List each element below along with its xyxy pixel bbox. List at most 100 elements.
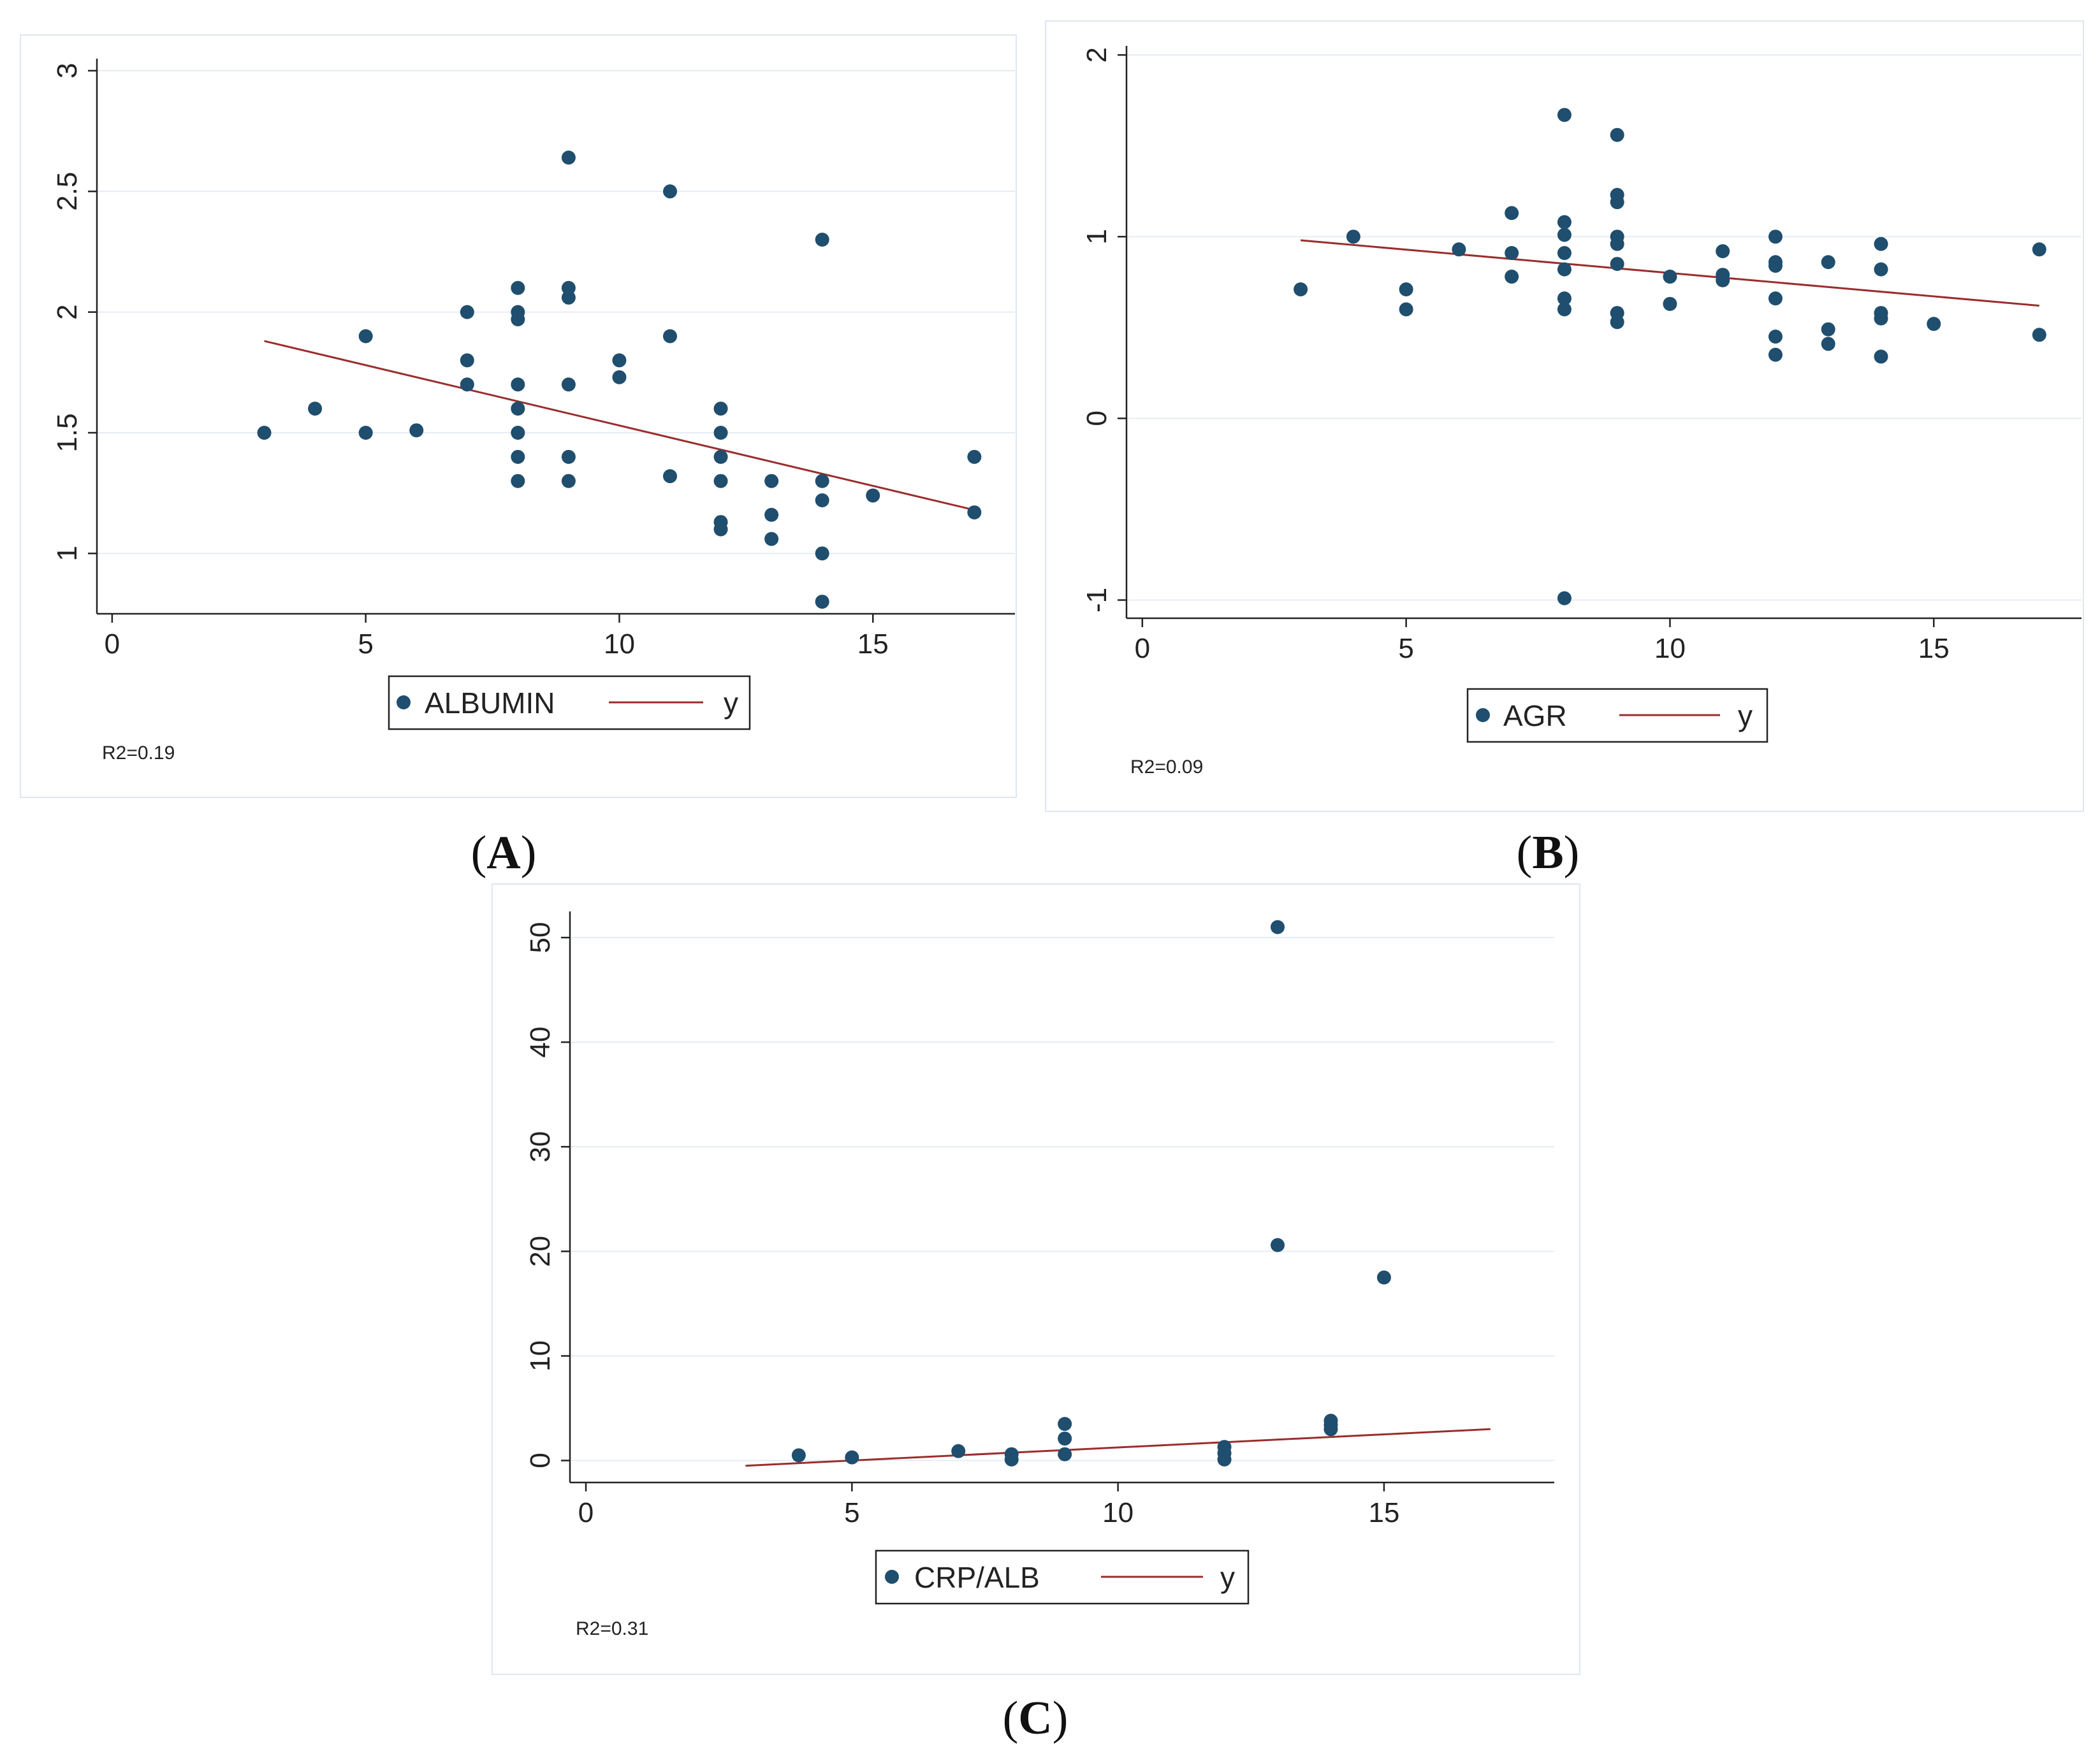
- data-point: [1768, 347, 1783, 362]
- data-point: [1399, 282, 1413, 297]
- y-tick-label: -1: [1081, 588, 1112, 612]
- data-point: [1557, 215, 1571, 229]
- x-tick-label: 0: [105, 628, 120, 660]
- y-tick-label: 2.5: [52, 172, 83, 211]
- y-tick-label: 50: [525, 922, 556, 953]
- legend-label-y: y: [1738, 699, 1753, 732]
- data-point: [612, 353, 627, 368]
- legend-label-y: y: [1220, 1561, 1235, 1594]
- data-point: [951, 1444, 966, 1458]
- legend-label-crp-alb: CRP/ALB: [914, 1561, 1040, 1594]
- y-tick-label: 2: [1081, 47, 1112, 62]
- data-point: [1874, 262, 1888, 277]
- panel-a-legend: ALBUMIN y: [388, 675, 751, 730]
- data-point: [967, 505, 982, 519]
- data-point: [663, 329, 678, 344]
- caption-close: ): [1053, 1692, 1068, 1744]
- legend-label-albumin: ALBUMIN: [425, 686, 555, 720]
- data-point: [1294, 282, 1308, 297]
- y-tick-label: 0: [525, 1453, 556, 1468]
- data-point: [409, 423, 424, 438]
- caption-c: (C): [1003, 1692, 1068, 1744]
- data-point: [308, 402, 323, 416]
- panel-c-legend: CRP/ALB y: [875, 1549, 1250, 1605]
- data-point: [561, 150, 576, 165]
- y-tick-label: 30: [525, 1131, 556, 1163]
- data-point: [1874, 236, 1888, 251]
- data-point: [460, 377, 474, 392]
- data-point: [511, 474, 525, 488]
- y-tick-label: 10: [525, 1340, 556, 1372]
- caption-letter: B: [1532, 827, 1563, 879]
- data-point: [1505, 206, 1519, 221]
- data-point: [1768, 291, 1783, 306]
- x-tick-label: 0: [1135, 633, 1150, 664]
- y-tick-label: 1.5: [52, 413, 83, 452]
- data-point: [1399, 302, 1413, 317]
- data-point: [1058, 1447, 1072, 1461]
- data-point: [815, 546, 829, 561]
- caption-letter: A: [486, 827, 520, 879]
- data-point: [1768, 330, 1783, 344]
- data-point: [358, 329, 373, 344]
- panel-a: 1 1.5 2 2.5 3 0 5 10 15 ALBUMIN y R2=0.19: [20, 34, 1017, 798]
- data-point: [1376, 1270, 1391, 1285]
- data-point: [1610, 236, 1624, 251]
- fit-line: [745, 1428, 1491, 1467]
- data-point: [967, 449, 982, 464]
- data-point: [1452, 242, 1466, 257]
- panel-b-legend: AGR y: [1466, 688, 1768, 743]
- data-point: [1821, 255, 1835, 270]
- legend-label-y: y: [724, 686, 738, 720]
- panel-c: 0 10 20 30 40 50 0 5 10 15 CRP/ALB y R2=0.31: [492, 883, 1580, 1675]
- data-point: [511, 377, 525, 392]
- r2-annotation: R2=0.31: [576, 1618, 648, 1639]
- data-point: [1346, 229, 1360, 244]
- panel-b-plot: -1 0 1 2 0 5 10 15: [1081, 46, 2082, 664]
- data-point: [1323, 1422, 1338, 1437]
- data-point: [845, 1450, 859, 1465]
- data-point: [1004, 1452, 1019, 1467]
- data-point: [663, 469, 678, 484]
- data-point: [2032, 242, 2046, 257]
- data-point: [2032, 328, 2046, 342]
- x-tick-label: 15: [1918, 633, 1950, 664]
- data-point: [561, 377, 576, 392]
- data-point: [1217, 1452, 1232, 1467]
- caption-open: (: [1003, 1692, 1019, 1744]
- caption-b: (B): [1517, 827, 1580, 879]
- x-tick-label: 10: [1102, 1497, 1134, 1528]
- data-point: [1716, 244, 1730, 259]
- caption-a: (A): [471, 827, 537, 879]
- data-point: [1557, 108, 1571, 122]
- data-point: [1505, 245, 1519, 260]
- legend-marker-icon: [397, 695, 411, 709]
- data-point: [713, 402, 728, 416]
- data-point: [791, 1448, 806, 1463]
- data-point: [1874, 311, 1888, 326]
- data-point: [1874, 349, 1888, 364]
- data-point: [1557, 291, 1571, 306]
- data-point: [460, 305, 474, 319]
- panel-a-plot: 1 1.5 2 2.5 3 0 5 10 15: [52, 59, 1015, 660]
- data-point: [1716, 273, 1730, 287]
- data-point: [713, 449, 728, 464]
- data-point: [764, 507, 779, 522]
- data-point: [663, 184, 678, 199]
- y-tick-label: 0: [1081, 410, 1112, 426]
- legend-marker-icon: [1476, 708, 1490, 722]
- data-point: [1557, 228, 1571, 242]
- data-point: [561, 474, 576, 488]
- data-point: [713, 474, 728, 488]
- data-point: [815, 233, 829, 247]
- r2-annotation: R2=0.19: [102, 743, 175, 764]
- data-point: [1058, 1417, 1072, 1431]
- caption-letter: C: [1018, 1692, 1052, 1744]
- data-point: [511, 280, 525, 295]
- x-tick-label: 10: [1654, 633, 1686, 664]
- data-point: [1610, 257, 1624, 272]
- data-point: [1768, 229, 1783, 244]
- data-point: [1927, 317, 1941, 331]
- data-point: [1271, 1238, 1285, 1252]
